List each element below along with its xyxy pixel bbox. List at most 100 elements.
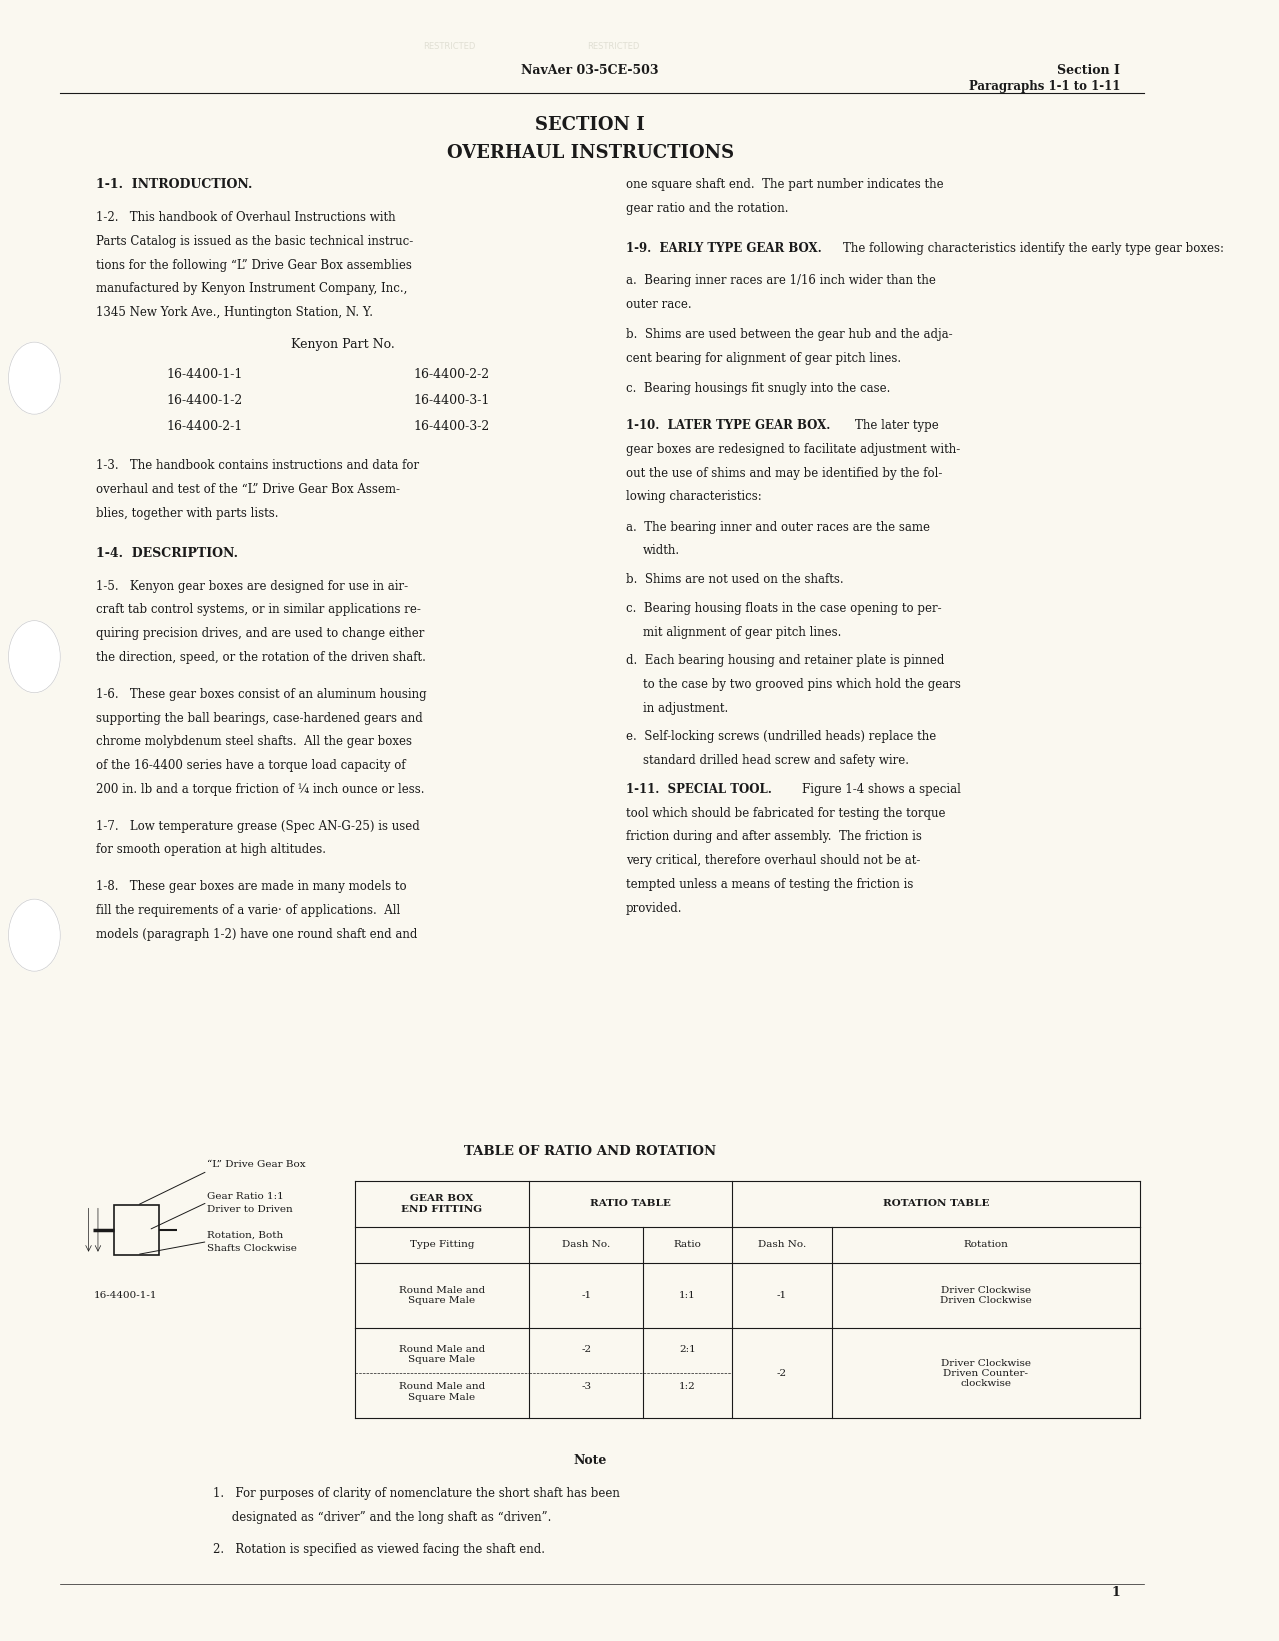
Text: c.  Bearing housing floats in the case opening to per-: c. Bearing housing floats in the case op…	[625, 602, 941, 615]
Text: very critical, therefore overhaul should not be at-: very critical, therefore overhaul should…	[625, 853, 920, 866]
Text: 1-5.   Kenyon gear boxes are designed for use in air-: 1-5. Kenyon gear boxes are designed for …	[96, 579, 408, 592]
Text: 1-7.   Low temperature grease (Spec AN-G-25) is used: 1-7. Low temperature grease (Spec AN-G-2…	[96, 820, 420, 832]
Text: friction during and after assembly.  The friction is: friction during and after assembly. The …	[625, 830, 921, 843]
Text: width.: width.	[643, 545, 680, 558]
Text: Dash No.: Dash No.	[757, 1241, 806, 1249]
Text: Type Fitting: Type Fitting	[409, 1241, 475, 1249]
Text: out the use of shims and may be identified by the fol-: out the use of shims and may be identifi…	[625, 466, 941, 479]
Text: “L” Drive Gear Box: “L” Drive Gear Box	[207, 1160, 306, 1170]
Text: SECTION I: SECTION I	[536, 117, 645, 135]
Text: Kenyon Part No.: Kenyon Part No.	[292, 338, 395, 351]
Text: 16-4400-3-2: 16-4400-3-2	[413, 420, 490, 433]
Text: overhaul and test of the “L” Drive Gear Box Assem-: overhaul and test of the “L” Drive Gear …	[96, 482, 399, 496]
Text: Paragraphs 1-1 to 1-11: Paragraphs 1-1 to 1-11	[969, 80, 1120, 94]
Text: TABLE OF RATIO AND ROTATION: TABLE OF RATIO AND ROTATION	[464, 1145, 716, 1159]
Text: 16-4400-1-1: 16-4400-1-1	[166, 368, 243, 381]
Text: 1345 New York Ave., Huntington Station, N. Y.: 1345 New York Ave., Huntington Station, …	[96, 307, 372, 318]
Text: -3: -3	[581, 1382, 591, 1392]
Text: Parts Catalog is issued as the basic technical instruc-: Parts Catalog is issued as the basic tec…	[96, 235, 413, 248]
Text: 1-9.  EARLY TYPE GEAR BOX.: 1-9. EARLY TYPE GEAR BOX.	[625, 243, 821, 256]
Text: Shafts Clockwise: Shafts Clockwise	[207, 1244, 297, 1254]
Text: -2: -2	[581, 1344, 591, 1354]
Text: quiring precision drives, and are used to change either: quiring precision drives, and are used t…	[96, 627, 423, 640]
Text: tempted unless a means of testing the friction is: tempted unless a means of testing the fr…	[625, 878, 913, 891]
Text: a.  The bearing inner and outer races are the same: a. The bearing inner and outer races are…	[625, 520, 930, 533]
Text: Driver to Driven: Driver to Driven	[207, 1204, 293, 1214]
Text: The later type: The later type	[856, 418, 939, 432]
Text: d.  Each bearing housing and retainer plate is pinned: d. Each bearing housing and retainer pla…	[625, 655, 944, 668]
Text: fill the requirements of a varie· of applications.  All: fill the requirements of a varie· of app…	[96, 904, 400, 917]
Text: of the 16-4400 series have a torque load capacity of: of the 16-4400 series have a torque load…	[96, 760, 405, 771]
Text: 1-4.  DESCRIPTION.: 1-4. DESCRIPTION.	[96, 546, 238, 560]
Text: 1-6.   These gear boxes consist of an aluminum housing: 1-6. These gear boxes consist of an alum…	[96, 688, 426, 701]
Text: RESTRICTED: RESTRICTED	[423, 43, 475, 51]
Text: Dash No.: Dash No.	[561, 1241, 610, 1249]
Text: The following characteristics identify the early type gear boxes:: The following characteristics identify t…	[843, 243, 1224, 256]
Text: GEAR BOX
END FITTING: GEAR BOX END FITTING	[402, 1195, 482, 1214]
Circle shape	[9, 341, 60, 414]
Text: b.  Shims are used between the gear hub and the adja-: b. Shims are used between the gear hub a…	[625, 328, 952, 341]
Text: provided.: provided.	[625, 901, 682, 914]
Text: Gear Ratio 1:1: Gear Ratio 1:1	[207, 1191, 284, 1201]
Text: -2: -2	[776, 1369, 787, 1378]
Text: c.  Bearing housings fit snugly into the case.: c. Bearing housings fit snugly into the …	[625, 382, 890, 395]
Text: 2:1: 2:1	[679, 1344, 696, 1354]
Text: 1.   For purposes of clarity of nomenclature the short shaft has been: 1. For purposes of clarity of nomenclatu…	[214, 1487, 620, 1500]
Text: 2.   Rotation is specified as viewed facing the shaft end.: 2. Rotation is specified as viewed facin…	[214, 1543, 545, 1556]
Text: Section I: Section I	[1058, 64, 1120, 77]
Text: chrome molybdenum steel shafts.  All the gear boxes: chrome molybdenum steel shafts. All the …	[96, 735, 412, 748]
Text: 16-4400-2-2: 16-4400-2-2	[413, 368, 490, 381]
Text: designated as “driver” and the long shaft as “driven”.: designated as “driver” and the long shaf…	[214, 1511, 551, 1524]
Text: Driver Clockwise
Driven Counter-
clockwise: Driver Clockwise Driven Counter- clockwi…	[941, 1359, 1031, 1388]
Text: for smooth operation at high altitudes.: for smooth operation at high altitudes.	[96, 843, 326, 857]
Text: b.  Shims are not used on the shafts.: b. Shims are not used on the shafts.	[625, 573, 843, 586]
Text: RATIO TABLE: RATIO TABLE	[590, 1200, 670, 1208]
Circle shape	[9, 620, 60, 693]
Text: cent bearing for alignment of gear pitch lines.: cent bearing for alignment of gear pitch…	[625, 351, 900, 364]
Text: 1-11.  SPECIAL TOOL.: 1-11. SPECIAL TOOL.	[625, 783, 771, 796]
Text: Round Male and
Square Male: Round Male and Square Male	[399, 1344, 485, 1364]
Text: 16-4400-2-1: 16-4400-2-1	[166, 420, 243, 433]
Text: one square shaft end.  The part number indicates the: one square shaft end. The part number in…	[625, 179, 943, 192]
Text: e.  Self-locking screws (undrilled heads) replace the: e. Self-locking screws (undrilled heads)…	[625, 730, 936, 743]
Text: mit alignment of gear pitch lines.: mit alignment of gear pitch lines.	[643, 625, 842, 638]
Text: OVERHAUL INSTRUCTIONS: OVERHAUL INSTRUCTIONS	[446, 144, 734, 162]
Text: -1: -1	[776, 1291, 787, 1300]
Text: Figure 1-4 shows a special: Figure 1-4 shows a special	[802, 783, 961, 796]
Text: models (paragraph 1-2) have one round shaft end and: models (paragraph 1-2) have one round sh…	[96, 927, 417, 940]
Text: tool which should be fabricated for testing the torque: tool which should be fabricated for test…	[625, 807, 945, 819]
Text: to the case by two grooved pins which hold the gears: to the case by two grooved pins which ho…	[643, 678, 961, 691]
Text: 1-3.   The handbook contains instructions and data for: 1-3. The handbook contains instructions …	[96, 459, 418, 473]
Text: 1-8.   These gear boxes are made in many models to: 1-8. These gear boxes are made in many m…	[96, 880, 407, 893]
Text: 1:1: 1:1	[679, 1291, 696, 1300]
Text: Round Male and
Square Male: Round Male and Square Male	[399, 1382, 485, 1401]
Text: 16-4400-1-1: 16-4400-1-1	[93, 1291, 157, 1300]
Text: Note: Note	[573, 1454, 608, 1467]
Text: 16-4400-3-1: 16-4400-3-1	[413, 394, 490, 407]
Text: NavAer 03-5CE-503: NavAer 03-5CE-503	[522, 64, 659, 77]
Text: Rotation: Rotation	[963, 1241, 1008, 1249]
Text: 16-4400-1-2: 16-4400-1-2	[166, 394, 243, 407]
Text: Driver Clockwise
Driven Clockwise: Driver Clockwise Driven Clockwise	[940, 1287, 1032, 1305]
Text: 1: 1	[1111, 1585, 1120, 1598]
Text: RESTRICTED: RESTRICTED	[587, 43, 640, 51]
Text: lowing characteristics:: lowing characteristics:	[625, 491, 761, 504]
Circle shape	[9, 899, 60, 971]
Text: 1-2.   This handbook of Overhaul Instructions with: 1-2. This handbook of Overhaul Instructi…	[96, 212, 395, 225]
Text: tions for the following “L” Drive Gear Box assemblies: tions for the following “L” Drive Gear B…	[96, 259, 412, 272]
Text: supporting the ball bearings, case-hardened gears and: supporting the ball bearings, case-harde…	[96, 712, 422, 725]
Text: ROTATION TABLE: ROTATION TABLE	[883, 1200, 989, 1208]
Text: craft tab control systems, or in similar applications re-: craft tab control systems, or in similar…	[96, 604, 421, 617]
Text: 1:2: 1:2	[679, 1382, 696, 1392]
Text: 1-1.  INTRODUCTION.: 1-1. INTRODUCTION.	[96, 179, 252, 192]
Text: the direction, speed, or the rotation of the driven shaft.: the direction, speed, or the rotation of…	[96, 651, 426, 665]
Text: outer race.: outer race.	[625, 299, 691, 310]
Text: 200 in. lb and a torque friction of ¼ inch ounce or less.: 200 in. lb and a torque friction of ¼ in…	[96, 783, 425, 796]
Text: gear boxes are redesigned to facilitate adjustment with-: gear boxes are redesigned to facilitate …	[625, 443, 959, 456]
Text: Ratio: Ratio	[674, 1241, 701, 1249]
Text: 1-10.  LATER TYPE GEAR BOX.: 1-10. LATER TYPE GEAR BOX.	[625, 418, 830, 432]
Text: standard drilled head screw and safety wire.: standard drilled head screw and safety w…	[643, 755, 909, 766]
Text: gear ratio and the rotation.: gear ratio and the rotation.	[625, 202, 788, 215]
Text: Round Male and
Square Male: Round Male and Square Male	[399, 1287, 485, 1305]
Text: manufactured by Kenyon Instrument Company, Inc.,: manufactured by Kenyon Instrument Compan…	[96, 282, 407, 295]
